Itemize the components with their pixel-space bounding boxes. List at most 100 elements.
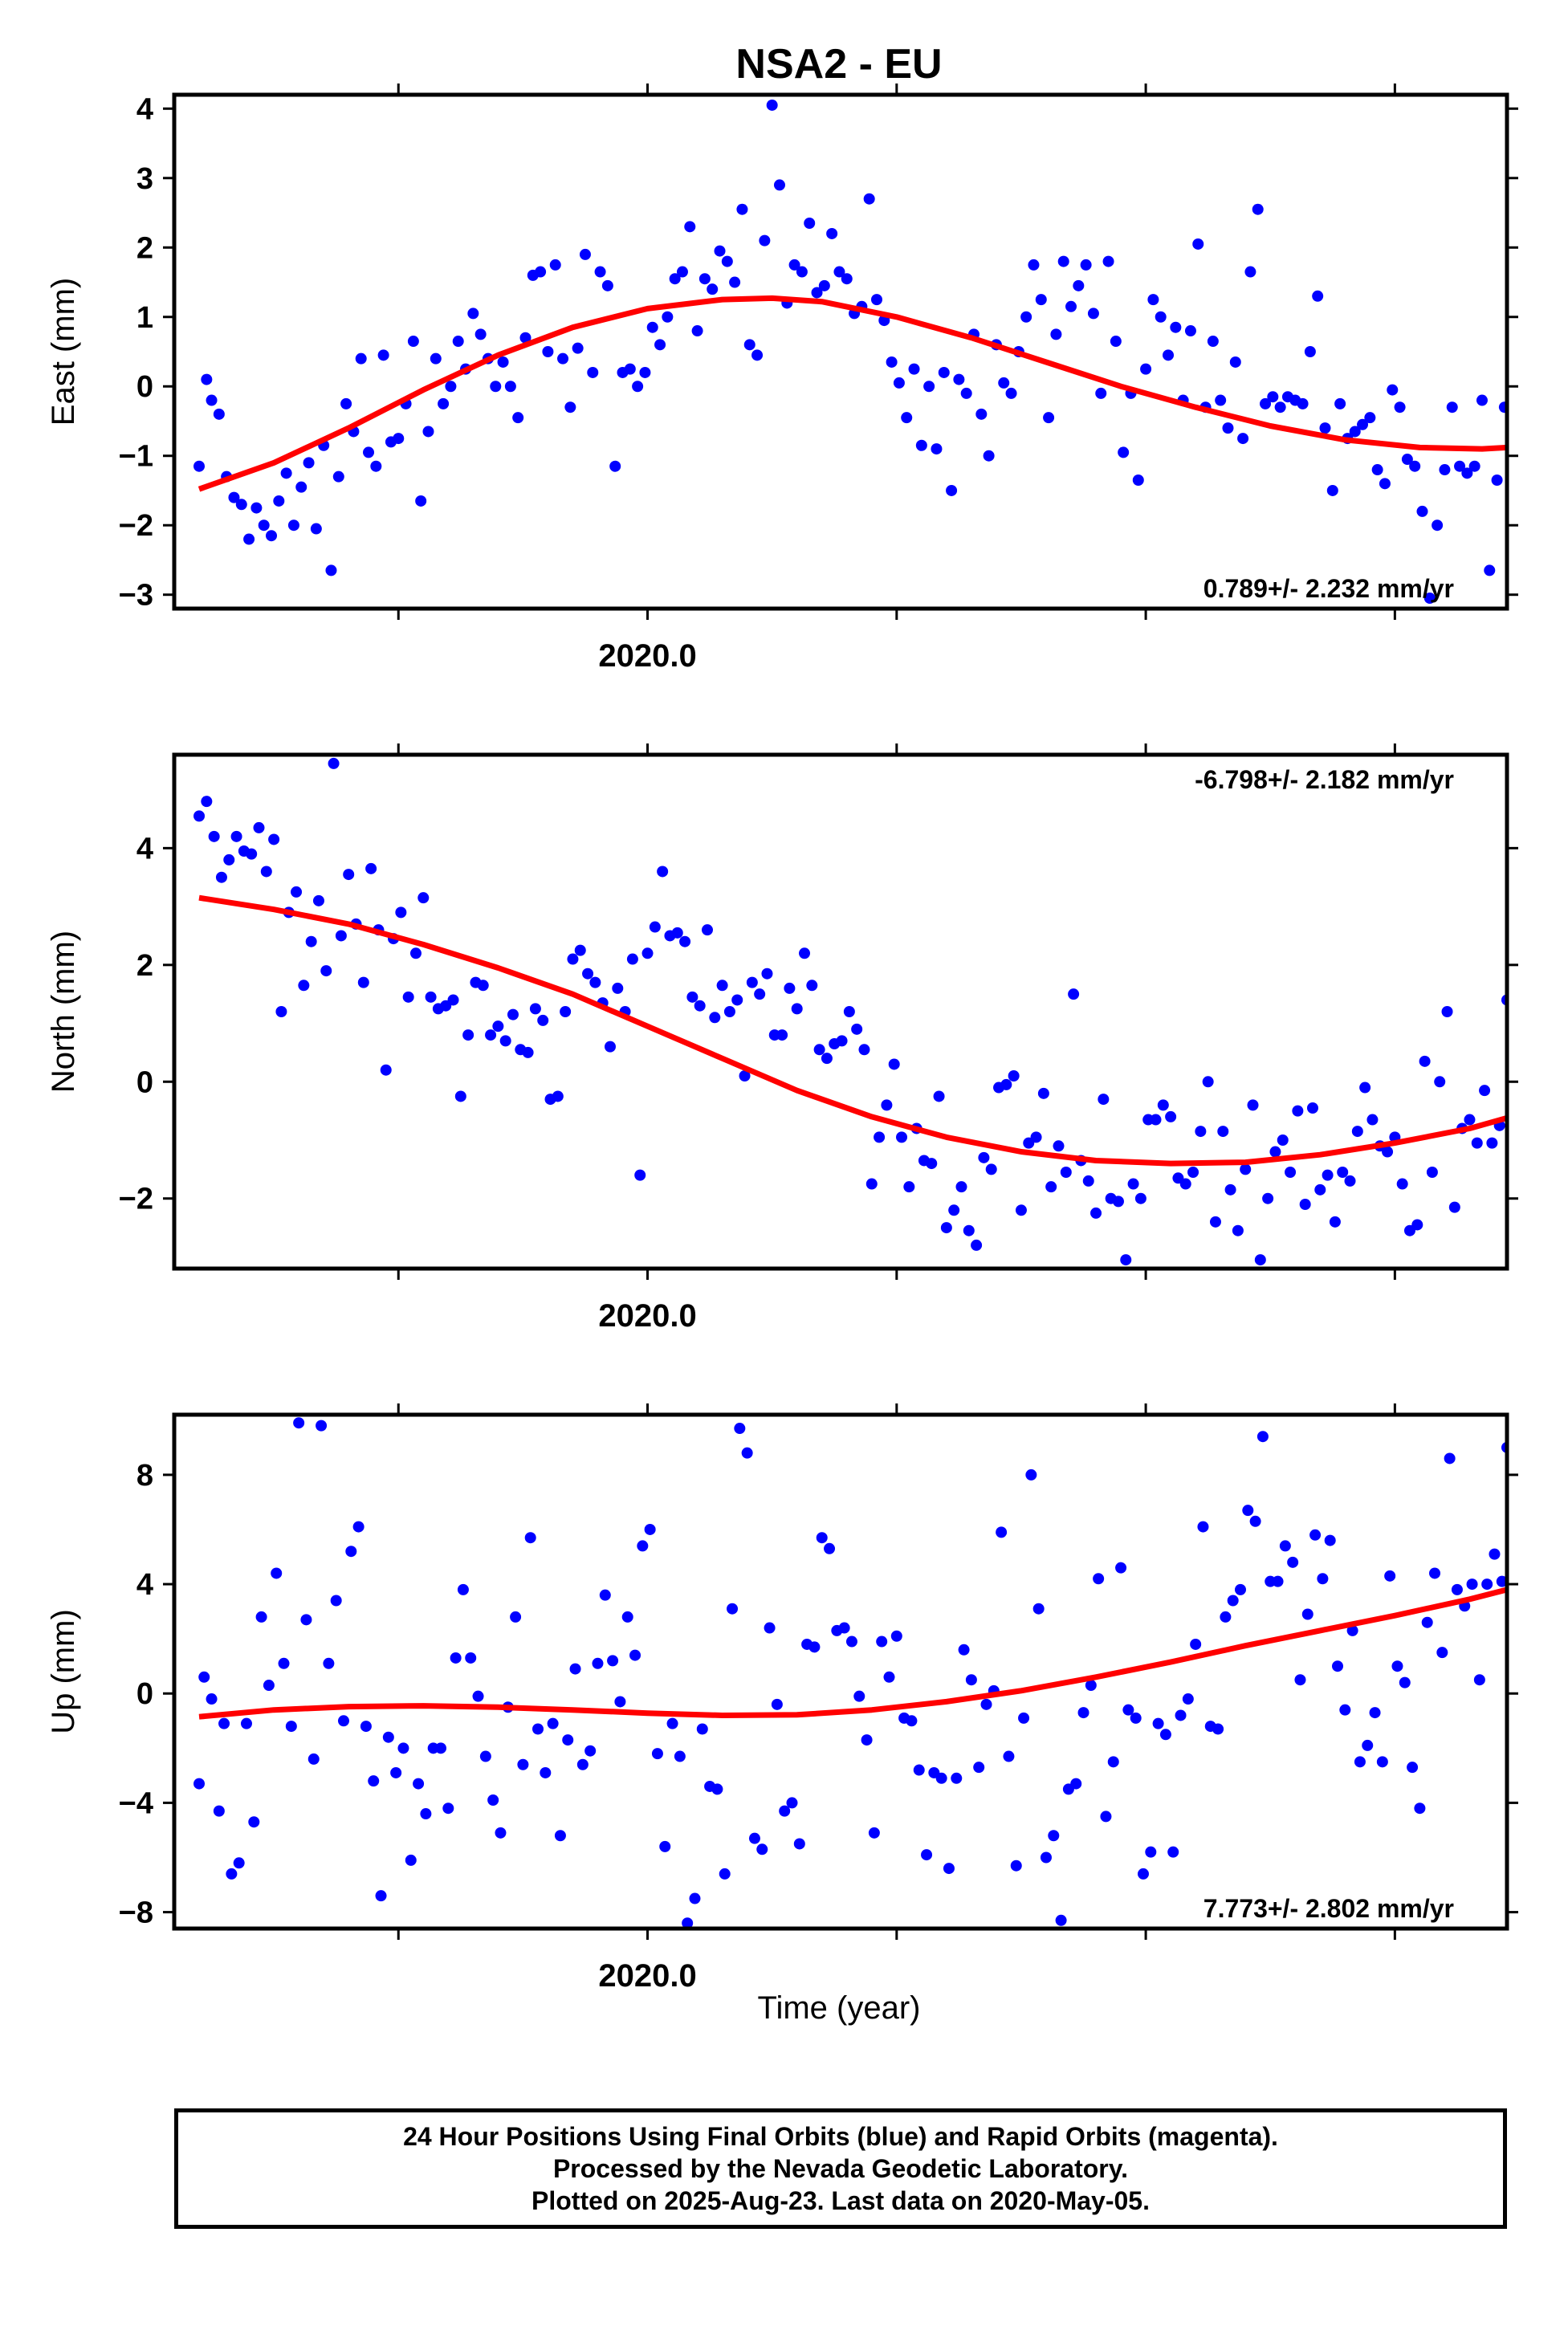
north-data-point bbox=[246, 848, 258, 860]
north-data-point bbox=[1179, 1178, 1191, 1190]
north-data-point bbox=[971, 1239, 983, 1251]
north-data-point bbox=[305, 935, 317, 947]
up-data-point bbox=[263, 1680, 275, 1692]
north-data-point bbox=[933, 1090, 945, 1102]
east-data-point bbox=[1401, 454, 1413, 466]
up-data-point bbox=[213, 1805, 225, 1817]
north-data-point bbox=[1068, 988, 1080, 1000]
north-data-point bbox=[1045, 1181, 1057, 1193]
up-data-point bbox=[255, 1611, 267, 1623]
up-data-point bbox=[382, 1731, 394, 1743]
north-data-point bbox=[821, 1053, 833, 1065]
east-data-point bbox=[512, 412, 524, 424]
north-data-point bbox=[1247, 1099, 1259, 1111]
east-data-point bbox=[893, 377, 905, 389]
east-data-point bbox=[422, 426, 434, 438]
east-data-point bbox=[632, 381, 644, 393]
north-data-point bbox=[298, 980, 310, 992]
up-data-point bbox=[405, 1854, 417, 1866]
north-data-point bbox=[223, 853, 235, 866]
east-y-tick-label: 3 bbox=[136, 162, 153, 196]
north-data-point bbox=[1134, 1192, 1146, 1204]
up-data-point bbox=[1496, 1575, 1507, 1587]
up-data-point bbox=[540, 1766, 552, 1778]
north-data-point bbox=[1269, 1146, 1281, 1158]
up-data-point bbox=[965, 1674, 977, 1686]
north-points bbox=[193, 757, 1507, 1266]
east-data-point bbox=[393, 433, 405, 445]
north-data-point bbox=[978, 1151, 990, 1163]
up-data-point bbox=[1167, 1846, 1179, 1858]
north-data-point bbox=[1120, 1254, 1132, 1266]
north-data-point bbox=[522, 1046, 534, 1058]
up-data-point bbox=[435, 1742, 446, 1754]
east-data-point bbox=[415, 495, 427, 507]
north-data-point bbox=[1240, 1163, 1252, 1175]
east-data-point bbox=[931, 443, 943, 455]
up-data-point bbox=[853, 1690, 865, 1702]
east-data-point bbox=[474, 328, 487, 340]
east-data-point bbox=[729, 276, 741, 288]
north-data-point bbox=[888, 1058, 900, 1070]
up-data-point bbox=[1242, 1505, 1254, 1517]
x-axis-title: Time (year) bbox=[758, 1990, 921, 2026]
up-data-point bbox=[644, 1523, 656, 1535]
east-data-point bbox=[519, 332, 531, 344]
up-data-point bbox=[1190, 1638, 1202, 1650]
east-data-point bbox=[938, 366, 950, 378]
footer-line-2: Processed by the Nevada Geodetic Laborat… bbox=[552, 2154, 1129, 2183]
east-data-point bbox=[213, 408, 225, 420]
north-data-point bbox=[1209, 1216, 1221, 1228]
up-data-point bbox=[816, 1532, 828, 1544]
north-data-point bbox=[716, 980, 728, 992]
north-data-point bbox=[948, 1204, 960, 1216]
east-y-tick-label: −2 bbox=[119, 509, 153, 543]
north-data-point bbox=[425, 991, 437, 1003]
north-data-point bbox=[462, 1029, 474, 1041]
up-data-point bbox=[1212, 1723, 1224, 1735]
north-x-tick-label: 2020.0 bbox=[598, 1298, 696, 1334]
east-data-point bbox=[1319, 422, 1331, 434]
up-data-point bbox=[1384, 1570, 1396, 1582]
east-data-point bbox=[1371, 464, 1383, 476]
up-data-point bbox=[727, 1603, 739, 1615]
north-data-point bbox=[291, 886, 303, 898]
up-data-point bbox=[1115, 1562, 1127, 1574]
up-data-point bbox=[218, 1717, 230, 1729]
up-data-point bbox=[1122, 1704, 1134, 1716]
east-data-point bbox=[490, 381, 502, 393]
north-data-point bbox=[1015, 1204, 1027, 1216]
north-data-point bbox=[1037, 1087, 1049, 1099]
north-data-point bbox=[395, 906, 407, 919]
north-data-point bbox=[1127, 1178, 1139, 1190]
north-data-point bbox=[1262, 1192, 1274, 1204]
east-y-tick-label: −3 bbox=[119, 579, 153, 613]
east-data-point bbox=[1454, 460, 1466, 472]
north-data-point bbox=[702, 924, 713, 936]
east-data-point bbox=[587, 366, 599, 378]
footer-line-1: 24 Hour Positions Using Final Orbits (bl… bbox=[403, 2122, 1278, 2151]
north-data-point bbox=[641, 947, 654, 959]
up-data-point bbox=[1489, 1548, 1501, 1560]
north-data-point bbox=[649, 921, 661, 933]
east-data-point bbox=[1468, 460, 1480, 472]
up-data-point bbox=[1100, 1811, 1112, 1823]
east-data-point bbox=[407, 336, 419, 348]
up-data-point bbox=[517, 1758, 529, 1770]
up-data-point bbox=[285, 1721, 297, 1733]
up-data-point bbox=[696, 1723, 708, 1735]
up-data-point bbox=[711, 1783, 723, 1795]
east-fit-line bbox=[198, 295, 1507, 492]
north-data-point bbox=[201, 796, 213, 808]
east-data-point bbox=[1357, 418, 1369, 430]
east-data-point bbox=[1095, 387, 1107, 399]
up-data-point bbox=[240, 1717, 252, 1729]
up-data-point bbox=[293, 1417, 305, 1429]
east-data-point bbox=[923, 381, 935, 393]
east-y-tick-label: 0 bbox=[136, 370, 153, 404]
east-y-tick-label: 2 bbox=[136, 231, 153, 265]
north-data-point bbox=[1486, 1137, 1498, 1149]
east-data-point bbox=[818, 279, 830, 291]
east-data-point bbox=[1192, 238, 1204, 250]
